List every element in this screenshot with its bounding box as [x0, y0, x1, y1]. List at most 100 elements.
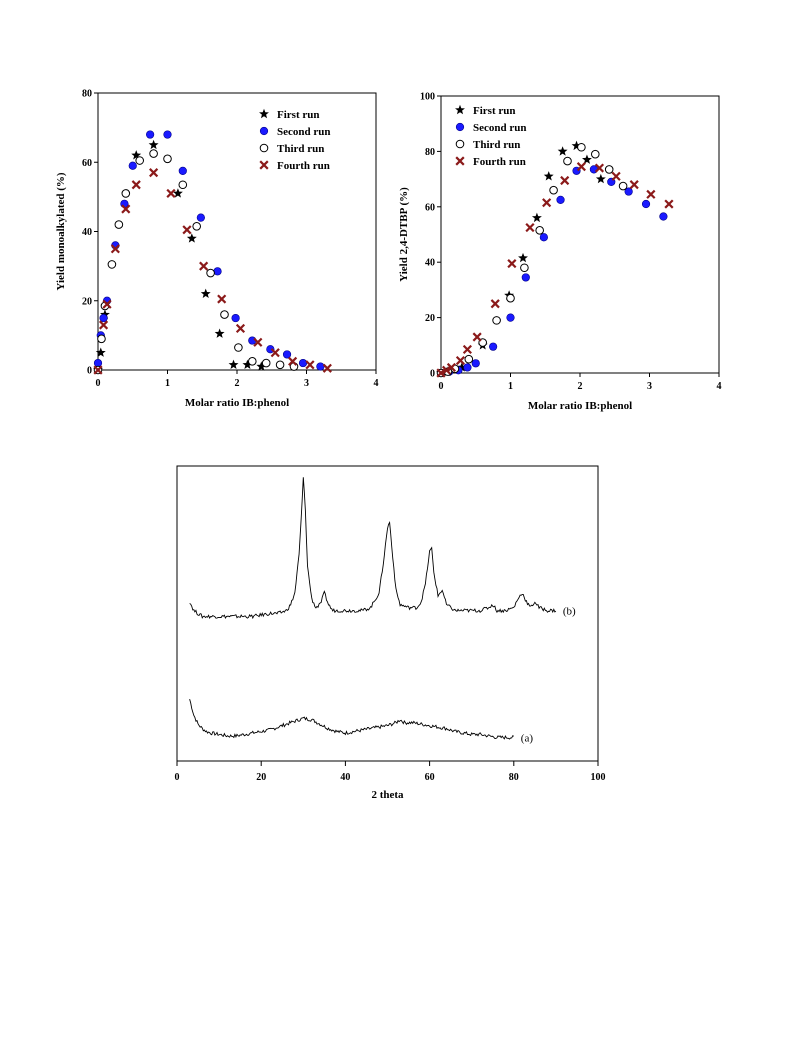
data-point — [560, 175, 570, 186]
series-open-circle — [93, 149, 299, 375]
data-point — [149, 168, 159, 178]
data-point — [446, 362, 457, 373]
trace-label: (a) — [521, 732, 534, 744]
legend-label: Fourth run — [277, 160, 330, 172]
data-point — [624, 187, 633, 196]
legend-marker — [259, 143, 269, 153]
data-point — [288, 356, 298, 366]
data-point — [270, 348, 280, 358]
x-tick-label: 20 — [256, 772, 266, 783]
x-axis-label: 2 theta — [371, 789, 404, 801]
data-point — [441, 365, 452, 375]
legend-marker — [455, 139, 465, 149]
data-point — [214, 328, 225, 338]
x-axis-label: Molar ratio IB:phenol — [185, 397, 289, 409]
y-axis-label: Yield monoalkylated (%) — [55, 172, 67, 290]
data-point — [456, 362, 467, 372]
data-point — [590, 149, 600, 159]
legend-label: First run — [277, 109, 319, 121]
x-tick-label: 4 — [374, 378, 379, 389]
data-point — [148, 139, 159, 150]
data-point — [97, 334, 106, 344]
data-point — [282, 350, 292, 359]
data-point — [178, 180, 188, 190]
data-point — [518, 252, 528, 263]
data-point — [172, 188, 183, 198]
data-point — [206, 268, 215, 278]
trace-label: (b) — [563, 606, 576, 618]
data-point — [256, 361, 267, 371]
series-star — [93, 139, 267, 375]
data-point — [618, 181, 628, 191]
x-tick-label: 4 — [717, 381, 722, 392]
legend-label: Second run — [473, 122, 527, 134]
xrd-trace-a — [189, 698, 515, 740]
data-point — [543, 171, 554, 181]
plot-frame — [440, 95, 720, 374]
data-point — [577, 142, 586, 152]
data-point — [471, 359, 480, 368]
y-tick-label: 80 — [82, 89, 92, 100]
data-point — [464, 354, 474, 364]
data-point — [163, 154, 172, 164]
data-point — [100, 309, 110, 319]
data-point — [231, 313, 240, 323]
data-point — [131, 150, 142, 160]
data-point — [611, 171, 621, 181]
data-point — [253, 337, 263, 347]
data-point — [166, 188, 176, 198]
legend-marker — [455, 156, 465, 166]
data-point — [149, 149, 158, 158]
data-point — [664, 199, 674, 209]
data-point — [646, 189, 656, 199]
data-point — [594, 163, 605, 173]
y-tick-label: 20 — [425, 313, 435, 324]
y-tick-label: 20 — [82, 296, 92, 307]
data-point — [178, 166, 187, 176]
y-tick-label: 40 — [82, 227, 92, 238]
data-point — [539, 233, 548, 242]
data-point — [131, 180, 141, 190]
data-point — [316, 362, 325, 371]
data-point — [556, 195, 565, 204]
data-point — [525, 222, 535, 233]
data-point — [121, 189, 131, 198]
data-point — [455, 355, 466, 366]
data-point — [557, 146, 568, 156]
y-tick-label: 80 — [425, 147, 435, 158]
legend-marker — [259, 126, 269, 136]
data-point — [520, 263, 529, 273]
chart-xrd-pattern: 0 20 40 60 80 100 2 theta (a) (b) — [175, 465, 606, 801]
data-point — [114, 220, 124, 229]
data-point — [542, 198, 552, 208]
data-point — [582, 154, 592, 164]
data-point — [305, 360, 315, 370]
x-tick-label: 1 — [165, 378, 170, 389]
x-tick-label: 3 — [647, 381, 652, 392]
x-tick-label: 60 — [425, 772, 435, 783]
x-tick-label: 2 — [235, 378, 240, 389]
data-point — [641, 199, 651, 209]
data-point — [298, 358, 308, 368]
x-tick-label: 80 — [509, 772, 519, 783]
x-tick-label: 2 — [578, 381, 583, 392]
x-axis-label: Molar ratio IB:phenol — [528, 400, 632, 412]
data-point — [200, 288, 211, 299]
data-point — [235, 323, 246, 334]
xrd-trace-b — [189, 477, 557, 620]
x-tick-label: 40 — [340, 772, 350, 783]
data-point — [107, 260, 117, 269]
plot-frame — [176, 465, 599, 762]
data-point — [213, 267, 222, 276]
series-x — [93, 168, 332, 375]
x-tick-label: 3 — [304, 378, 309, 389]
x-tick-label: 1 — [508, 381, 513, 392]
data-point — [549, 185, 558, 195]
data-point — [95, 347, 106, 357]
data-point — [199, 261, 209, 271]
data-point — [507, 259, 517, 269]
legend-label: Fourth run — [473, 156, 526, 168]
legend-marker — [259, 160, 269, 170]
